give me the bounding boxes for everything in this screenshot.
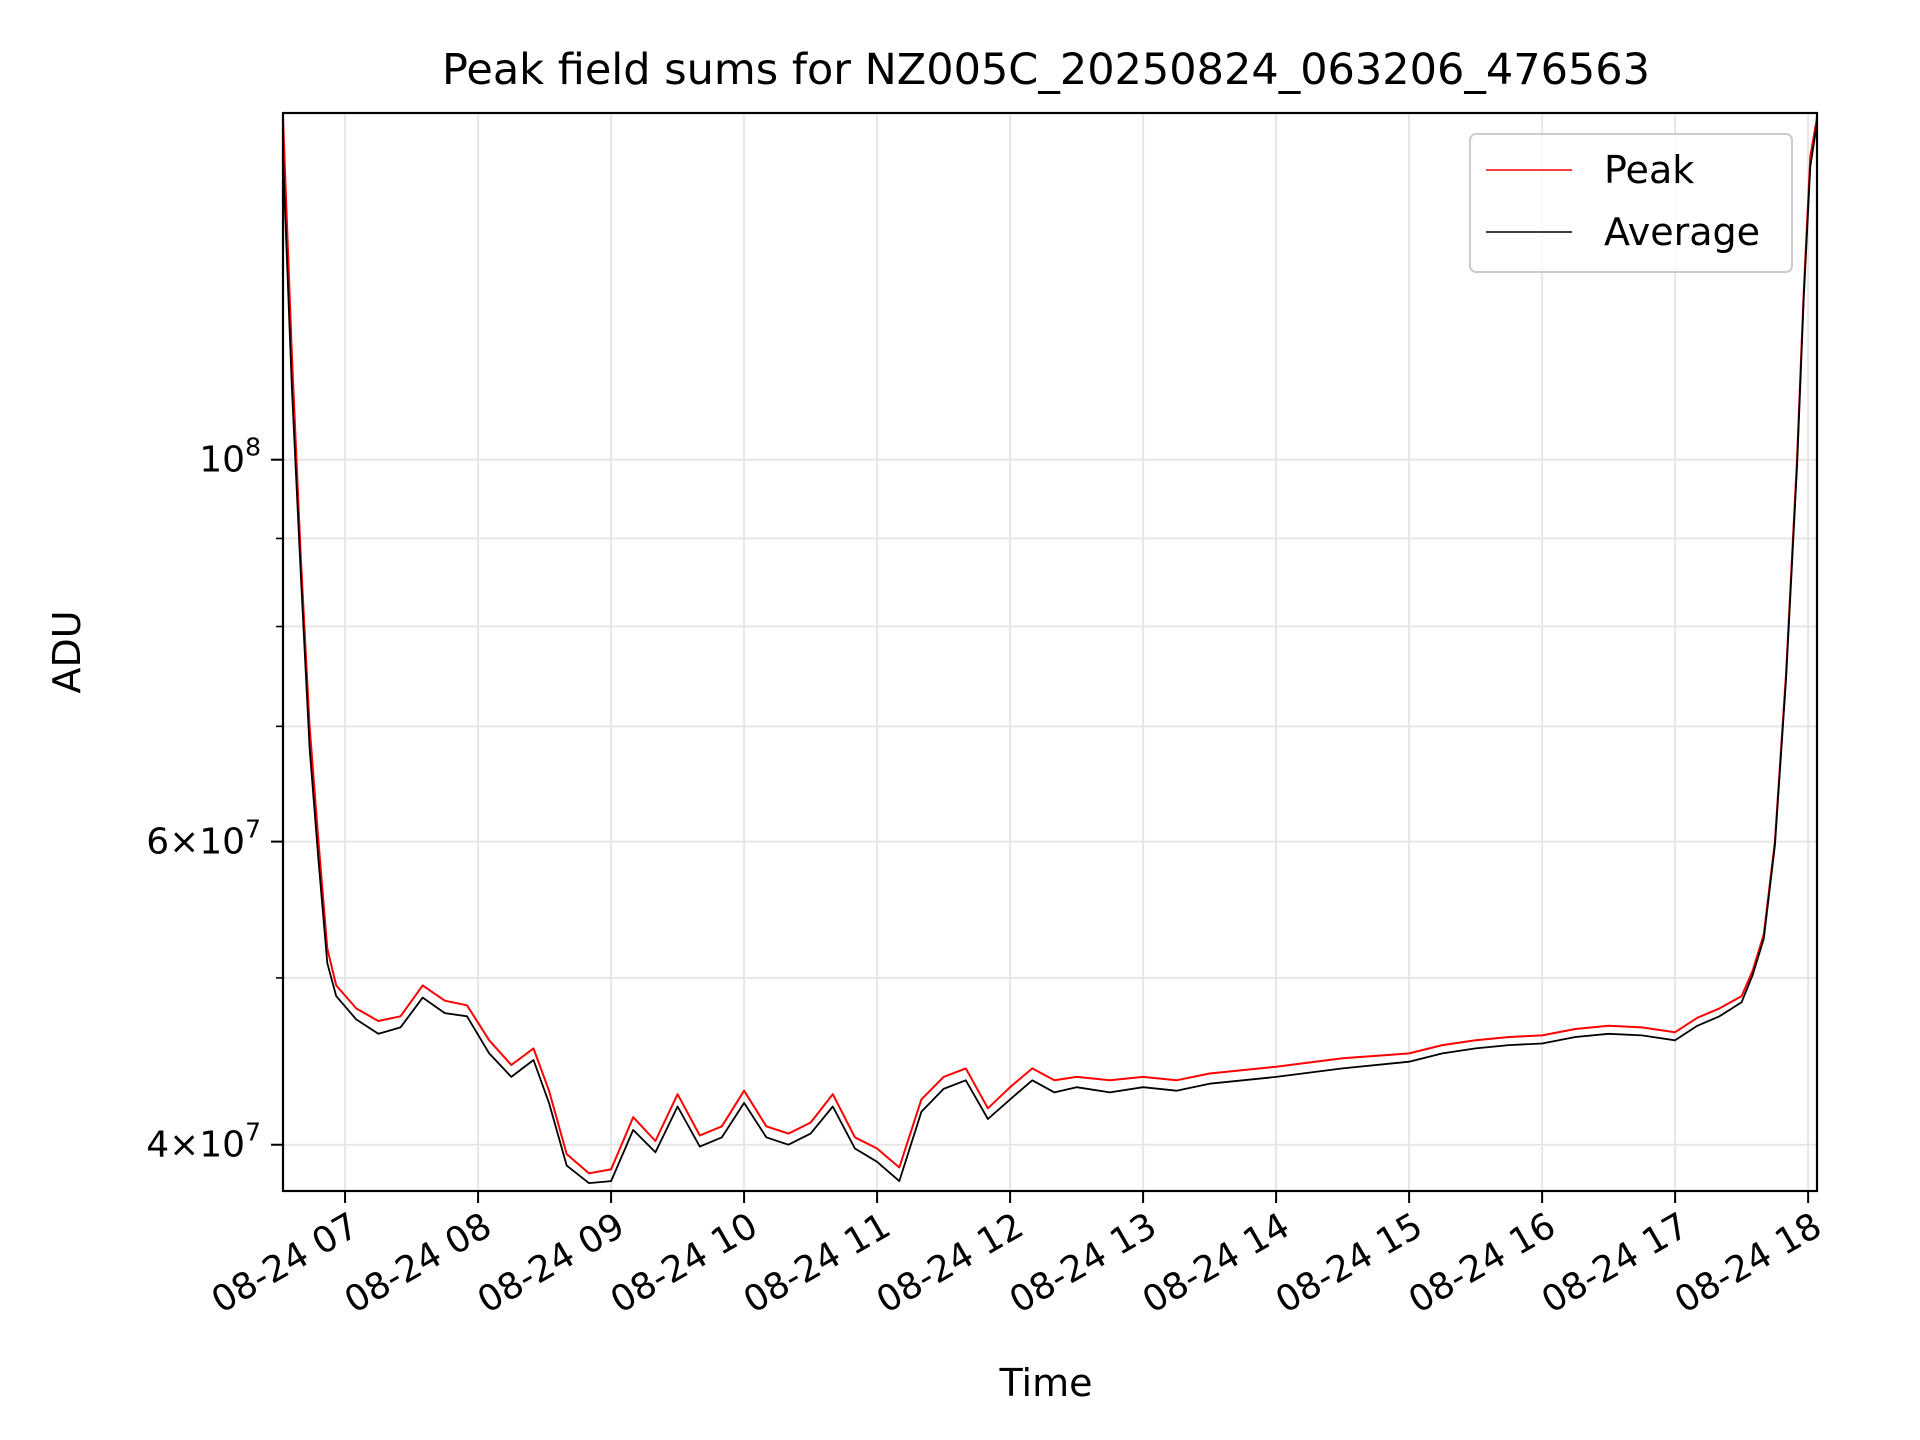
series-line-peak bbox=[282, 117, 1818, 1175]
x-axis-label: Time bbox=[999, 1361, 1093, 1405]
legend: Peak Average bbox=[1469, 133, 1793, 273]
legend-label-average: Average bbox=[1604, 210, 1760, 254]
y-tick-label: 6×107 bbox=[146, 815, 261, 863]
chart-title: Peak field sums for NZ005C_20250824_0632… bbox=[442, 45, 1650, 95]
series-line-average bbox=[282, 122, 1818, 1184]
grid bbox=[283, 113, 1817, 1191]
y-axis-label: ADU bbox=[45, 610, 89, 693]
series-layer bbox=[282, 117, 1818, 1184]
y-axis: 4×107 6×107 108 bbox=[146, 433, 283, 1166]
legend-label-peak: Peak bbox=[1604, 148, 1694, 192]
legend-box bbox=[1469, 133, 1793, 273]
y-tick-label: 108 bbox=[199, 433, 261, 481]
plot-frame bbox=[281, 111, 1819, 1193]
y-tick-label: 4×107 bbox=[146, 1118, 261, 1166]
